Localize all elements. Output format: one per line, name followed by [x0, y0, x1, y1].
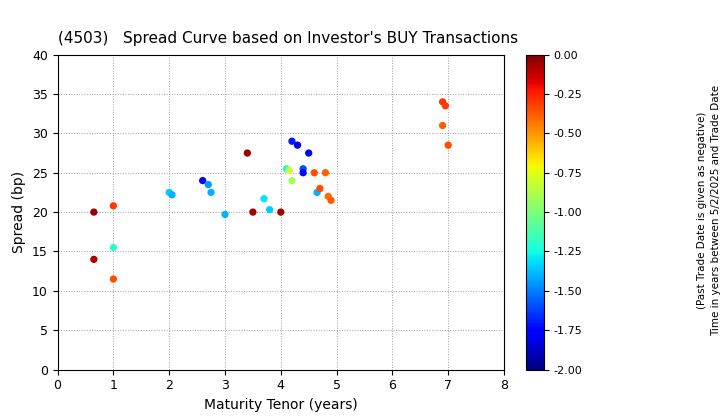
Point: [275, 209, 287, 215]
Point: [437, 122, 449, 129]
Point: [247, 209, 258, 215]
Point: [108, 244, 120, 251]
Point: [197, 177, 209, 184]
Point: [166, 192, 178, 198]
Text: (Past Trade Date is given as negative): (Past Trade Date is given as negative): [697, 111, 707, 309]
X-axis label: Maturity Tenor (years): Maturity Tenor (years): [204, 398, 358, 412]
Point: [437, 98, 449, 105]
Point: [202, 181, 214, 188]
Y-axis label: Spread (bp): Spread (bp): [12, 171, 27, 253]
Point: [88, 209, 99, 215]
Text: Time in years between 5/2/2025 and Trade Date: Time in years between 5/2/2025 and Trade…: [711, 84, 720, 336]
Point: [281, 165, 292, 172]
Point: [258, 195, 270, 202]
Point: [308, 169, 320, 176]
Point: [325, 197, 337, 204]
Point: [442, 142, 454, 149]
Point: [314, 185, 325, 192]
Point: [219, 211, 230, 218]
Point: [286, 177, 298, 184]
Point: [292, 142, 303, 149]
Point: [108, 202, 120, 209]
Point: [241, 150, 253, 156]
Point: [311, 189, 323, 196]
Point: [205, 189, 217, 196]
Point: [297, 169, 309, 176]
Point: [323, 193, 334, 199]
Point: [108, 276, 120, 282]
Point: [286, 138, 298, 144]
Point: [303, 150, 315, 156]
Point: [88, 256, 99, 263]
Point: [264, 206, 275, 213]
Text: (4503)   Spread Curve based on Investor's BUY Transactions: (4503) Spread Curve based on Investor's …: [58, 32, 518, 47]
Point: [297, 165, 309, 172]
Point: [163, 189, 175, 196]
Point: [320, 169, 331, 176]
Point: [284, 167, 295, 174]
Point: [440, 102, 451, 109]
